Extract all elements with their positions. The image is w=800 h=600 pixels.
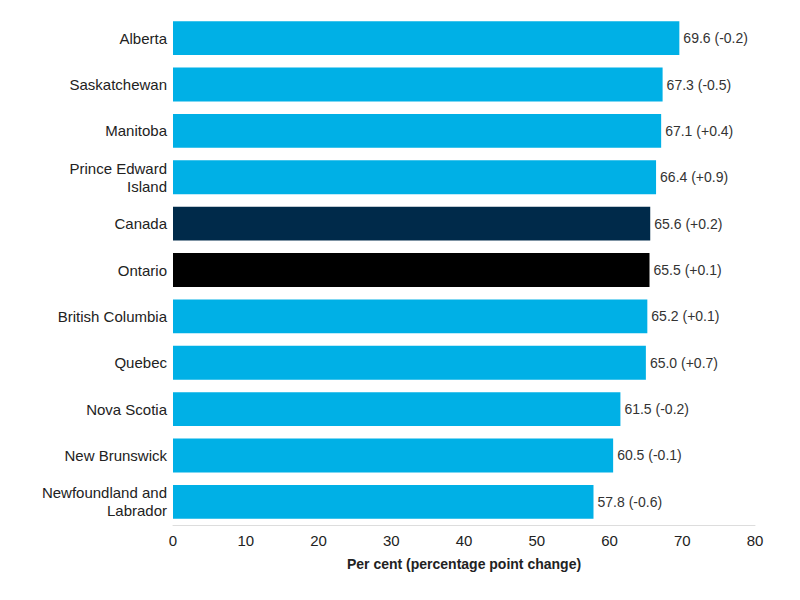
svg-text:57.8 (-0.6): 57.8 (-0.6)	[597, 494, 662, 510]
svg-text:67.3 (-0.5): 67.3 (-0.5)	[667, 77, 732, 93]
svg-text:Prince Edward: Prince Edward	[69, 160, 167, 177]
svg-text:Newfoundland and: Newfoundland and	[42, 484, 167, 501]
svg-text:30: 30	[383, 532, 400, 549]
svg-text:Manitoba: Manitoba	[105, 122, 167, 139]
svg-text:66.4 (+0.9): 66.4 (+0.9)	[660, 169, 728, 185]
svg-text:65.6 (+0.2): 65.6 (+0.2)	[654, 216, 722, 232]
svg-text:20: 20	[310, 532, 327, 549]
svg-text:Quebec: Quebec	[114, 354, 167, 371]
svg-text:80: 80	[747, 532, 764, 549]
svg-text:0: 0	[169, 532, 177, 549]
svg-text:61.5 (-0.2): 61.5 (-0.2)	[624, 401, 689, 417]
svg-text:Labrador: Labrador	[107, 502, 167, 519]
svg-text:65.0 (+0.7): 65.0 (+0.7)	[650, 355, 718, 371]
svg-text:Canada: Canada	[114, 215, 167, 232]
svg-text:Alberta: Alberta	[119, 30, 167, 47]
svg-text:New Brunswick: New Brunswick	[64, 447, 167, 464]
svg-text:70: 70	[674, 532, 691, 549]
svg-text:67.1 (+0.4): 67.1 (+0.4)	[665, 123, 733, 139]
svg-text:50: 50	[528, 532, 545, 549]
svg-text:Nova Scotia: Nova Scotia	[86, 401, 168, 418]
svg-text:Per cent (percentage point cha: Per cent (percentage point change)	[347, 556, 581, 572]
svg-text:69.6 (-0.2): 69.6 (-0.2)	[683, 30, 748, 46]
svg-text:British Columbia: British Columbia	[58, 308, 168, 325]
svg-text:60: 60	[601, 532, 618, 549]
svg-text:60.5 (-0.1): 60.5 (-0.1)	[617, 447, 682, 463]
svg-text:Saskatchewan: Saskatchewan	[69, 76, 167, 93]
svg-text:65.5 (+0.1): 65.5 (+0.1)	[654, 262, 722, 278]
svg-text:65.2 (+0.1): 65.2 (+0.1)	[651, 308, 719, 324]
svg-text:10: 10	[237, 532, 254, 549]
svg-text:Island: Island	[127, 178, 167, 195]
svg-text:40: 40	[456, 532, 473, 549]
svg-text:Ontario: Ontario	[118, 262, 167, 279]
